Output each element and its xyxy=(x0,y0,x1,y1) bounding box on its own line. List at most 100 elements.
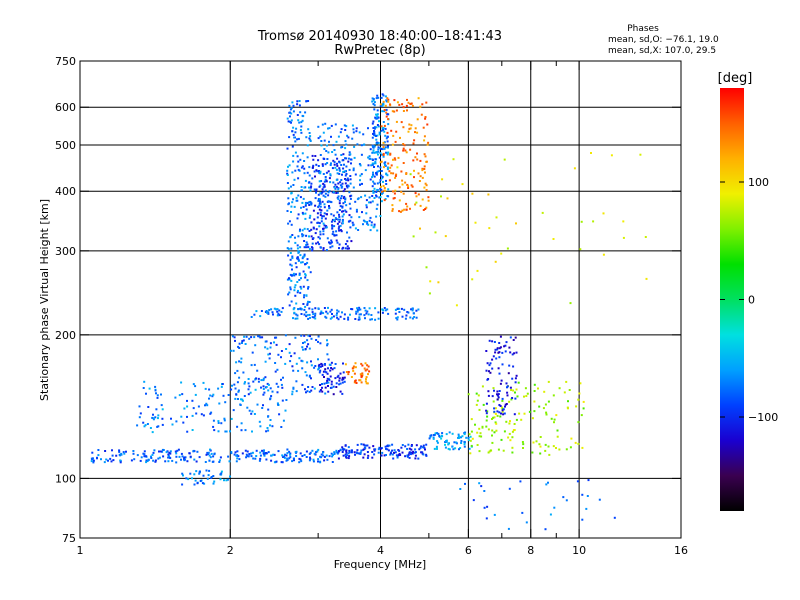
data-point xyxy=(356,443,359,446)
x-tick-label: 8 xyxy=(527,544,534,557)
data-point xyxy=(341,220,344,223)
data-point xyxy=(526,392,529,395)
data-point xyxy=(330,213,333,216)
data-point xyxy=(469,435,472,438)
data-point xyxy=(169,457,172,459)
data-point xyxy=(230,388,233,391)
data-point xyxy=(366,364,369,367)
data-point xyxy=(371,200,374,203)
data-point xyxy=(118,453,121,456)
data-point xyxy=(304,217,307,220)
data-point xyxy=(374,162,377,165)
data-point xyxy=(218,402,221,405)
data-point xyxy=(296,155,299,158)
data-point xyxy=(297,258,300,260)
data-point xyxy=(500,406,503,409)
data-point xyxy=(424,182,427,185)
data-point xyxy=(380,148,383,150)
data-point xyxy=(291,460,294,463)
data-point xyxy=(453,441,456,444)
data-point xyxy=(372,127,375,129)
data-point xyxy=(644,236,647,238)
data-point xyxy=(395,454,398,457)
data-point xyxy=(268,357,271,360)
data-point xyxy=(360,381,363,384)
data-point xyxy=(255,377,258,380)
data-point xyxy=(291,257,294,260)
colorbar-tick-label: 0 xyxy=(748,294,755,307)
data-point xyxy=(397,156,400,159)
data-point xyxy=(435,445,438,448)
data-point xyxy=(371,151,374,154)
data-point xyxy=(391,143,394,146)
data-point xyxy=(265,310,268,312)
data-point xyxy=(295,450,298,453)
data-point xyxy=(238,347,241,349)
data-point xyxy=(304,305,307,308)
data-point xyxy=(292,198,294,201)
data-point xyxy=(297,137,300,140)
data-point xyxy=(322,182,325,185)
data-point xyxy=(409,173,412,176)
data-point xyxy=(366,451,369,453)
data-point xyxy=(362,219,365,222)
data-point xyxy=(245,456,248,459)
data-point xyxy=(393,451,395,454)
data-point xyxy=(419,204,422,207)
data-point xyxy=(297,235,300,238)
data-point xyxy=(556,429,559,432)
data-point xyxy=(246,406,249,409)
data-point xyxy=(461,435,464,438)
data-point xyxy=(513,429,516,431)
data-point xyxy=(298,121,301,124)
data-point xyxy=(165,451,168,454)
data-point xyxy=(422,453,425,456)
data-point xyxy=(299,129,302,131)
data-point xyxy=(419,159,422,162)
data-point xyxy=(280,383,283,386)
data-point xyxy=(401,103,404,106)
data-point xyxy=(592,220,595,223)
data-point xyxy=(407,453,410,456)
data-point xyxy=(274,362,277,364)
data-point xyxy=(487,390,490,393)
data-point xyxy=(287,247,290,250)
data-point xyxy=(427,196,430,199)
data-point xyxy=(373,130,375,132)
data-point xyxy=(375,151,378,153)
data-point xyxy=(344,129,347,131)
data-point xyxy=(408,123,411,126)
data-point xyxy=(309,456,311,459)
data-point xyxy=(486,410,489,413)
data-point xyxy=(392,158,394,161)
data-point xyxy=(531,451,534,454)
x-tick-label: 6 xyxy=(465,544,472,557)
data-point xyxy=(321,191,324,194)
data-point xyxy=(342,213,345,216)
data-point xyxy=(406,183,409,186)
data-point xyxy=(322,157,325,160)
data-point xyxy=(259,457,262,460)
data-point xyxy=(334,363,337,365)
data-point xyxy=(301,211,304,214)
data-point xyxy=(497,396,500,399)
data-point xyxy=(317,241,319,244)
data-point xyxy=(549,513,552,516)
data-point xyxy=(332,191,335,194)
data-point xyxy=(248,337,251,340)
data-point xyxy=(348,151,351,154)
data-point xyxy=(350,216,353,219)
data-point xyxy=(514,336,517,339)
data-point xyxy=(379,447,382,450)
data-point xyxy=(317,205,320,208)
data-point xyxy=(501,363,504,366)
y-tick-label: 750 xyxy=(55,55,76,68)
data-point xyxy=(467,393,470,396)
data-point xyxy=(319,312,322,315)
data-point xyxy=(315,169,318,172)
data-point xyxy=(97,454,100,457)
data-point xyxy=(252,457,255,460)
data-point xyxy=(343,188,346,191)
data-point xyxy=(143,453,146,456)
data-point xyxy=(468,433,471,436)
